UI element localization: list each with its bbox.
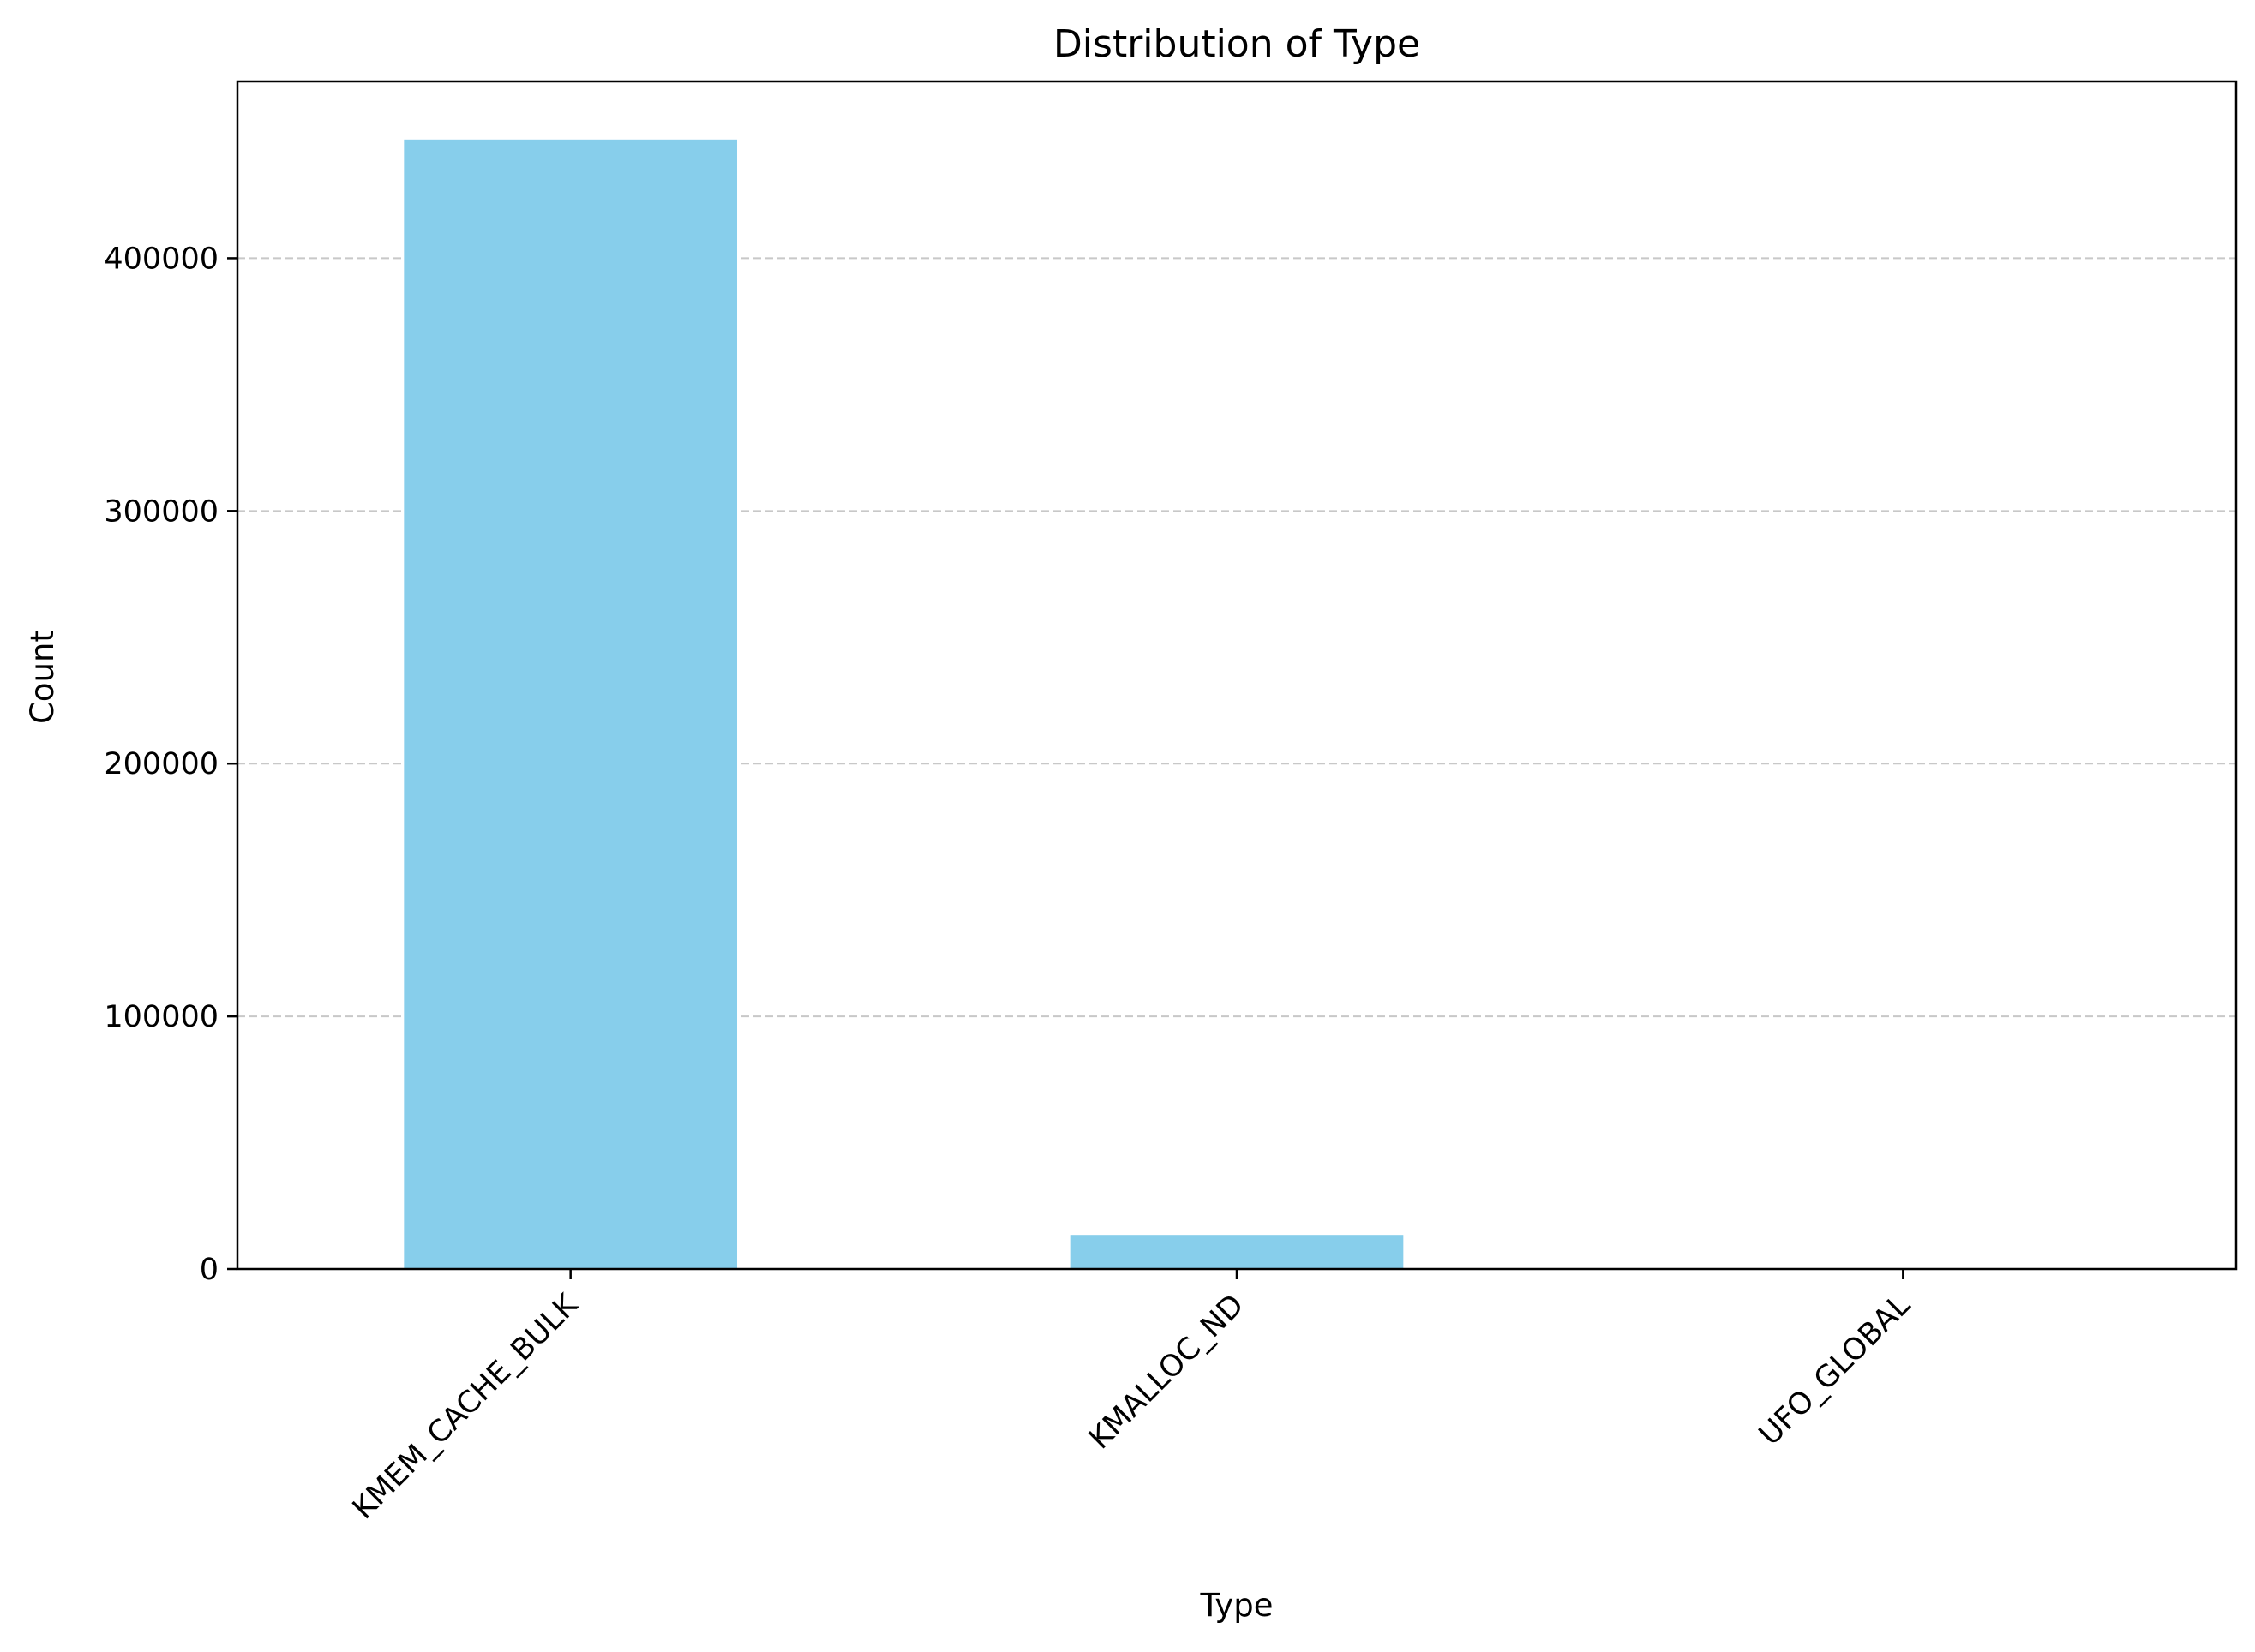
x-axis-label: Type [1200,1587,1274,1624]
bars [404,140,2069,1269]
chart-title: Distribution of Type [1053,22,1420,66]
y-tick-label: 100000 [104,1000,219,1034]
x-tick-label: KMEM_CACHE_BULK [346,1287,585,1526]
y-axis-ticks: 0 100000 200000 300000 400000 [104,242,237,1287]
bar-kmem-cache-bulk [404,140,737,1269]
bar-kmalloc-nd [1071,1235,1404,1269]
x-axis-ticks: KMEM_CACHE_BULK KMALLOC_ND UFO_GLOBAL [346,1269,1917,1526]
y-tick-label: 300000 [104,494,219,529]
x-tick-label: UFO_GLOBAL [1753,1288,1917,1452]
y-tick-label: 200000 [104,747,219,781]
y-tick-label: 400000 [104,242,219,276]
y-tick-label: 0 [200,1253,219,1287]
x-tick-label: KMALLOC_ND [1083,1288,1250,1456]
y-axis-label: Count [24,630,61,724]
